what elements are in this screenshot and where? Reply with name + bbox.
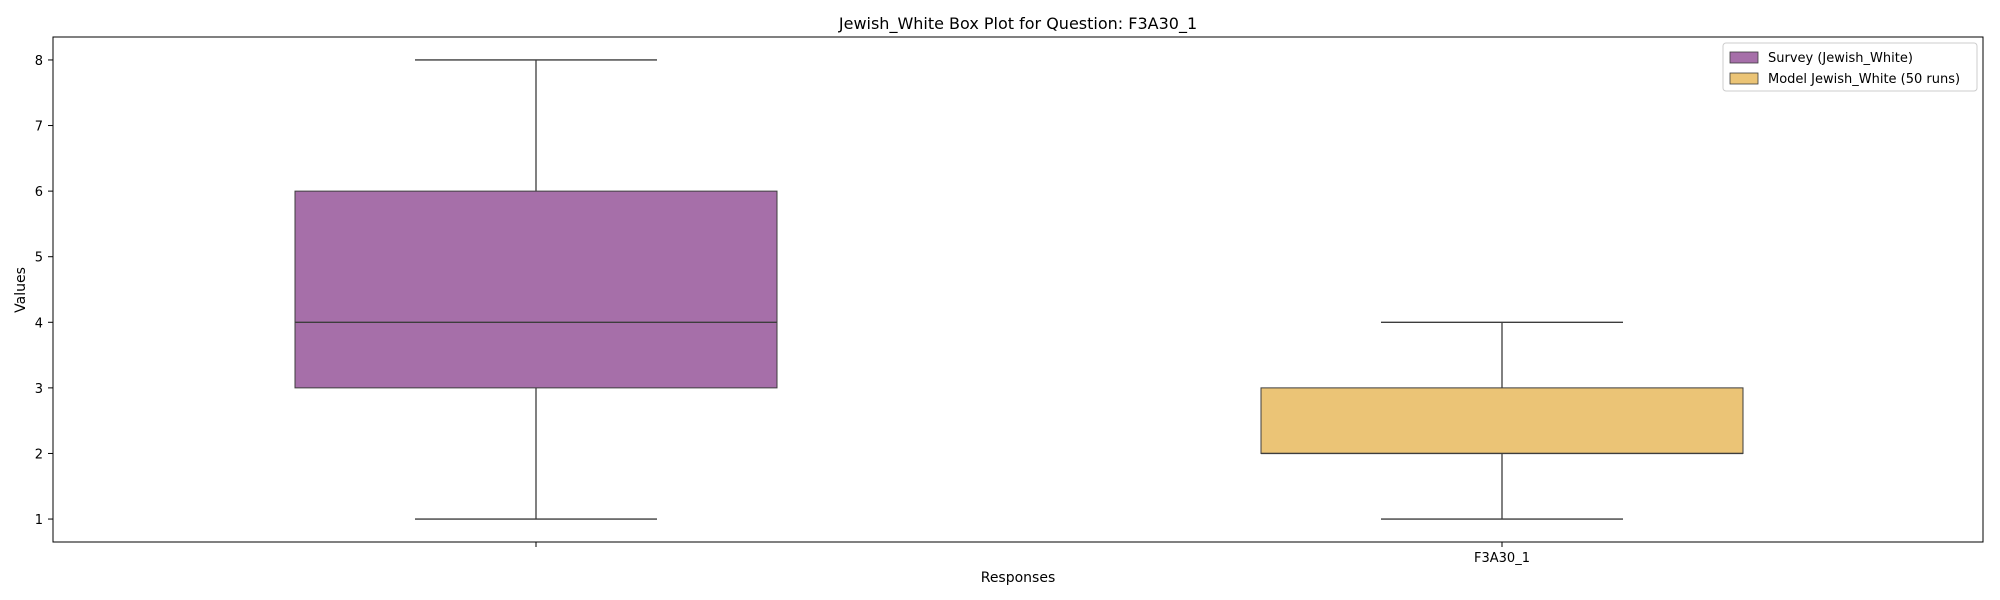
box-iqr: [294, 190, 778, 389]
plot-area: 1 2 3 4 5 6 7 8 F3A30_1: [35, 54, 1744, 566]
y-tick-label: 6: [35, 185, 43, 200]
y-tick-label: 8: [35, 54, 43, 69]
y-tick-label: 4: [35, 316, 43, 331]
legend: Survey (Jewish_White) Model Jewish_White …: [1722, 42, 1978, 92]
chart-title: Jewish_White Box Plot for Question: F3A3…: [838, 14, 1197, 34]
y-tick-label: 7: [35, 120, 43, 135]
x-axis-label: Responses: [981, 570, 1056, 586]
y-tick-label: 5: [35, 251, 43, 266]
box-series: [1260, 321, 1744, 520]
legend-label: Survey (Jewish_White): [1768, 51, 1913, 66]
legend-box: [1722, 42, 1978, 92]
box-series: [294, 59, 778, 520]
y-axis-label: Values: [13, 267, 29, 313]
legend-swatch: [1729, 51, 1759, 64]
plot-frame: [52, 36, 1984, 543]
y-tick-label: 2: [35, 447, 43, 462]
legend-swatch: [1729, 72, 1759, 85]
y-tick-label: 1: [35, 513, 43, 528]
legend-label: Model Jewish_White (50 runs): [1768, 72, 1960, 87]
x-tick-label: F3A30_1: [1474, 551, 1530, 566]
y-tick-label: 3: [35, 382, 43, 397]
box-iqr: [1260, 387, 1744, 454]
